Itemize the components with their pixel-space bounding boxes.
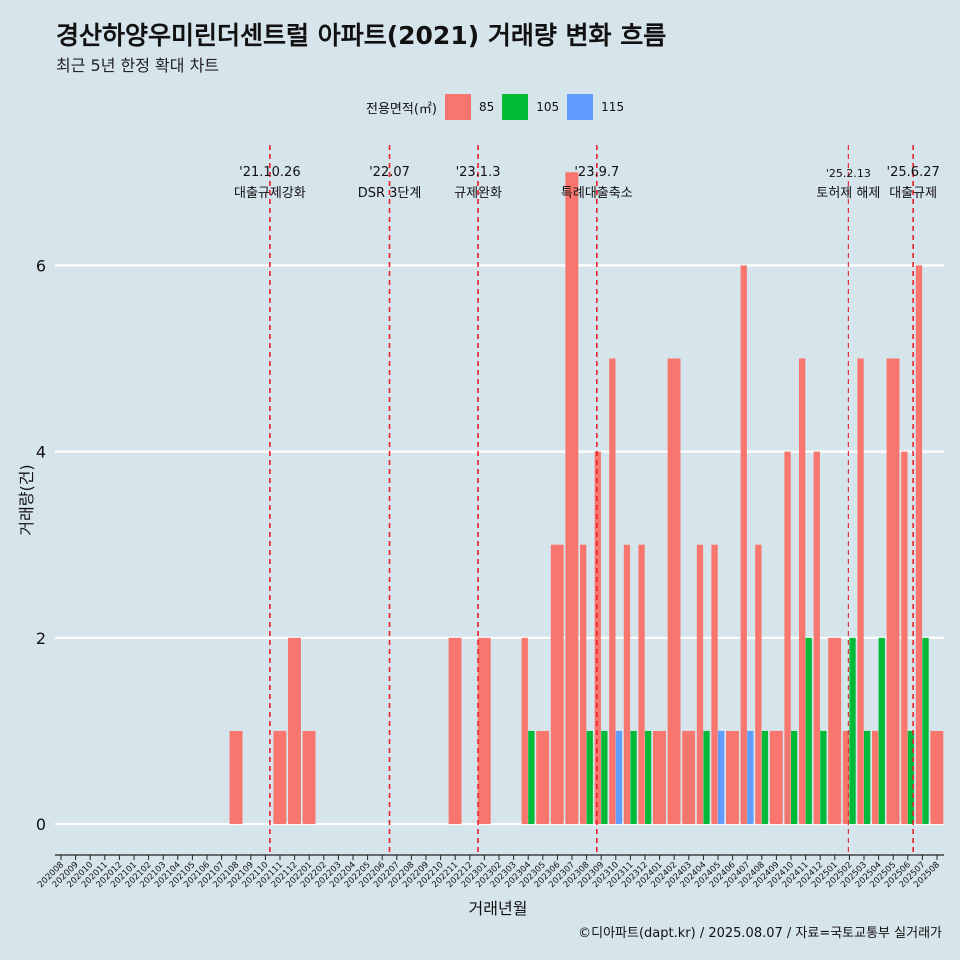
- bar-202409-85: [769, 730, 783, 825]
- event-date-label: '25.2.13: [826, 167, 871, 180]
- bar-202405-85: [711, 544, 718, 825]
- bar-202403-85: [682, 730, 696, 825]
- bar-202310-115: [615, 730, 623, 825]
- bar-202201-85: [302, 730, 316, 825]
- bar-202304-85: [521, 637, 528, 825]
- event-name-label: DSR 3단계: [358, 186, 422, 201]
- bar-202504-105: [878, 637, 885, 825]
- bar-202410-85: [784, 451, 791, 825]
- event-date-label: '23.9.7: [574, 165, 619, 180]
- bar-202411-85: [799, 358, 806, 825]
- bar-202412-105: [820, 730, 827, 825]
- bar-202407-85: [740, 265, 747, 825]
- bar-202412-85: [813, 451, 820, 825]
- bar-202312-105: [645, 730, 652, 825]
- bar-202309-85: [594, 451, 601, 825]
- bar-202111-85: [273, 730, 287, 825]
- event-date-label: '23.1.3: [456, 165, 501, 180]
- bar-202404-105: [703, 730, 710, 825]
- x-axis-label: 거래년월: [469, 899, 528, 918]
- bar-202408-105: [761, 730, 769, 825]
- bars: [229, 172, 944, 825]
- bar-202507-105: [922, 637, 929, 825]
- event-name-label: 토허제 해제: [816, 186, 880, 201]
- bar-202408-85: [755, 544, 762, 825]
- bar-202504-85: [872, 730, 879, 825]
- bar-202108-85: [229, 730, 243, 825]
- bar-202503-85: [857, 358, 864, 825]
- bar-202311-105: [630, 730, 637, 825]
- chart-title: 경산하양우미린더센트럴 아파트(2021) 거래량 변화 흐름: [56, 21, 667, 50]
- bar-202310-85: [609, 358, 616, 825]
- bar-202307-85: [565, 172, 579, 825]
- bar-202508-85: [930, 730, 944, 825]
- legend-swatch-115: [567, 94, 594, 120]
- bar-202411-105: [805, 637, 812, 825]
- bar-202505-85: [886, 358, 900, 825]
- event-lines: '21.10.26 대출규제강화 '22.07 DSR 3단계 '23.1.3 규제완화 '…: [234, 145, 940, 852]
- bar-202306-85: [550, 544, 564, 825]
- legend-item-85: 85: [444, 94, 495, 120]
- bar-202506-105: [907, 730, 915, 825]
- event-name-label: 규제완화: [454, 186, 502, 201]
- y-tick-label: 4: [36, 443, 46, 462]
- event-date-label: '22.07: [369, 165, 410, 180]
- bar-202305-85: [536, 730, 550, 825]
- bar-202401-85: [653, 730, 666, 825]
- bar-202506-85: [901, 451, 908, 825]
- bar-202404-85: [696, 544, 704, 825]
- y-tick-label: 6: [36, 256, 46, 275]
- y-tick-label: 2: [36, 629, 46, 648]
- event-name-label: 특례대출축소: [561, 186, 633, 201]
- y-tick-label: 0: [36, 815, 46, 834]
- legend-item-105: 105: [502, 94, 559, 120]
- bar-202407-115: [747, 730, 754, 825]
- bar-202312-85: [638, 544, 645, 825]
- bar-202406-85: [726, 730, 739, 825]
- source-caption: ©디아파트(dapt.kr) / 2025.08.07 / 자료=국토교통부 실…: [578, 926, 942, 941]
- bar-202308-85: [580, 544, 587, 825]
- event-name-label: 대출규제: [889, 186, 937, 201]
- legend-title: 전용면적(㎡): [366, 101, 437, 117]
- y-axis-label: 거래량(건): [17, 464, 36, 535]
- bar-202501-85: [828, 637, 842, 825]
- bar-202503-105: [864, 730, 871, 825]
- legend-label-105: 105: [536, 100, 560, 114]
- bar-202112-85: [288, 637, 301, 825]
- event-name-label: 대출규제강화: [234, 186, 306, 201]
- bar-202304-105: [528, 730, 535, 825]
- bar-202308-105: [586, 730, 593, 825]
- bar-202301-85: [477, 637, 491, 825]
- legend-label-115: 115: [601, 100, 625, 114]
- bar-202410-105: [791, 730, 798, 825]
- chart-subtitle: 최근 5년 한정 확대 차트: [56, 56, 220, 75]
- legend-swatch-105: [502, 94, 529, 120]
- bar-202502-105: [849, 637, 856, 825]
- bar-202211-85: [448, 637, 462, 825]
- legend-swatch-85: [444, 94, 471, 120]
- bar-202402-85: [667, 358, 681, 825]
- bar-202311-85: [623, 544, 631, 825]
- event-date-label: '25.6.27: [887, 165, 940, 180]
- bar-202309-105: [601, 730, 608, 825]
- legend-label-85: 85: [478, 100, 495, 114]
- bar-202502-85: [842, 730, 850, 825]
- legend: 전용면적(㎡) 85 105 115: [366, 93, 632, 121]
- legend-item-115: 115: [567, 94, 624, 120]
- event-date-label: '21.10.26: [239, 165, 300, 180]
- bar-202405-115: [718, 730, 725, 825]
- bar-202507-85: [915, 265, 923, 825]
